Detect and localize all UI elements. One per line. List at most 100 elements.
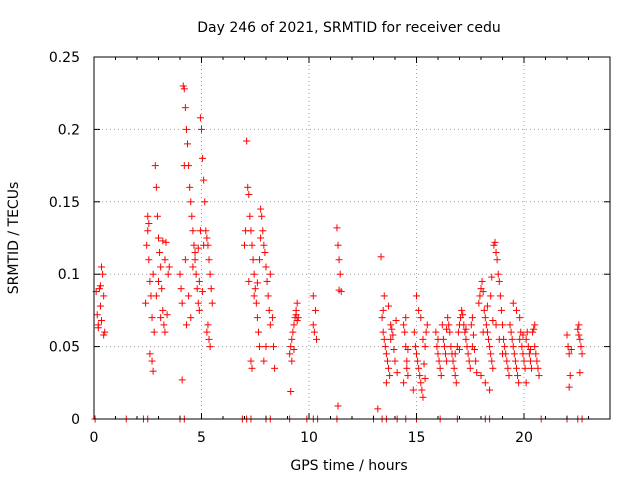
data-point bbox=[200, 176, 208, 184]
data-point bbox=[148, 314, 156, 322]
data-point bbox=[253, 314, 261, 322]
data-point bbox=[575, 321, 583, 329]
data-point bbox=[313, 335, 321, 343]
data-point bbox=[489, 364, 497, 372]
data-point bbox=[487, 350, 495, 358]
data-point bbox=[149, 367, 157, 375]
data-point bbox=[512, 364, 520, 372]
data-point bbox=[563, 331, 571, 339]
data-point bbox=[334, 241, 342, 249]
data-point bbox=[251, 285, 259, 293]
data-point bbox=[462, 325, 470, 333]
data-point bbox=[419, 335, 427, 343]
x-tick-label: 15 bbox=[408, 430, 426, 446]
data-point bbox=[193, 285, 201, 293]
data-point bbox=[468, 343, 476, 351]
data-point bbox=[177, 285, 185, 293]
data-point bbox=[404, 372, 412, 380]
x-axis-label: GPS time / hours bbox=[290, 458, 407, 474]
data-point bbox=[157, 263, 165, 271]
data-point bbox=[491, 238, 499, 246]
data-point bbox=[156, 248, 164, 256]
data-point bbox=[535, 372, 543, 380]
data-point bbox=[433, 343, 441, 351]
data-point bbox=[442, 350, 450, 358]
data-point bbox=[146, 350, 154, 358]
data-point bbox=[290, 321, 298, 329]
data-point bbox=[452, 379, 460, 387]
data-point bbox=[481, 379, 489, 387]
data-point bbox=[180, 162, 188, 170]
data-point bbox=[522, 335, 530, 343]
data-point bbox=[190, 241, 198, 249]
chart-title: Day 246 of 2021, SRMTID for receiver ced… bbox=[197, 20, 500, 36]
data-point bbox=[245, 191, 253, 199]
data-point bbox=[479, 288, 487, 296]
data-point bbox=[440, 343, 448, 351]
data-point bbox=[469, 331, 477, 339]
data-point bbox=[143, 241, 151, 249]
data-point bbox=[259, 227, 267, 235]
data-point bbox=[200, 241, 208, 249]
data-point bbox=[250, 270, 258, 278]
data-point bbox=[204, 321, 212, 329]
data-point bbox=[334, 402, 342, 410]
data-point bbox=[434, 335, 442, 343]
data-point bbox=[94, 324, 102, 332]
data-point bbox=[148, 357, 156, 365]
data-point bbox=[153, 212, 161, 220]
data-point bbox=[475, 299, 483, 307]
data-point bbox=[443, 325, 451, 333]
y-tick-label: 0.25 bbox=[49, 50, 80, 66]
data-point bbox=[387, 321, 395, 329]
data-point bbox=[508, 335, 516, 343]
data-point bbox=[468, 314, 476, 322]
data-point bbox=[478, 277, 486, 285]
data-point bbox=[511, 357, 519, 365]
data-point bbox=[438, 321, 446, 329]
data-point bbox=[522, 379, 530, 387]
data-point bbox=[379, 328, 387, 336]
data-point bbox=[577, 343, 585, 351]
data-point bbox=[188, 212, 196, 220]
data-point bbox=[528, 364, 536, 372]
data-point bbox=[443, 357, 451, 365]
data-point bbox=[423, 321, 431, 329]
data-point bbox=[495, 335, 503, 343]
y-axis-label: SRMTID / TECUs bbox=[6, 182, 22, 295]
data-point bbox=[293, 317, 301, 325]
data-point bbox=[309, 292, 317, 300]
data-point bbox=[257, 205, 265, 213]
data-point bbox=[268, 314, 276, 322]
data-point bbox=[445, 321, 453, 329]
data-point bbox=[435, 357, 443, 365]
data-point bbox=[526, 357, 534, 365]
data-point bbox=[195, 306, 203, 314]
data-point bbox=[157, 314, 165, 322]
data-point bbox=[187, 198, 195, 206]
data-point bbox=[420, 360, 428, 368]
data-point bbox=[311, 306, 319, 314]
data-point bbox=[149, 270, 157, 278]
data-point bbox=[248, 241, 256, 249]
data-point bbox=[187, 314, 195, 322]
data-point bbox=[194, 299, 202, 307]
data-point bbox=[446, 328, 454, 336]
data-point bbox=[374, 405, 382, 413]
data-point bbox=[247, 227, 255, 235]
data-point bbox=[492, 321, 500, 329]
data-point bbox=[194, 244, 202, 252]
data-point bbox=[201, 198, 209, 206]
data-point bbox=[464, 350, 472, 358]
y-tick-label: 0.1 bbox=[58, 267, 80, 283]
data-point bbox=[161, 256, 169, 264]
data-point bbox=[176, 270, 184, 278]
data-point bbox=[380, 335, 388, 343]
data-point bbox=[404, 345, 412, 353]
data-point bbox=[206, 343, 214, 351]
data-point bbox=[262, 343, 270, 351]
data-point bbox=[199, 154, 207, 162]
data-point bbox=[449, 357, 457, 365]
data-point bbox=[252, 299, 260, 307]
